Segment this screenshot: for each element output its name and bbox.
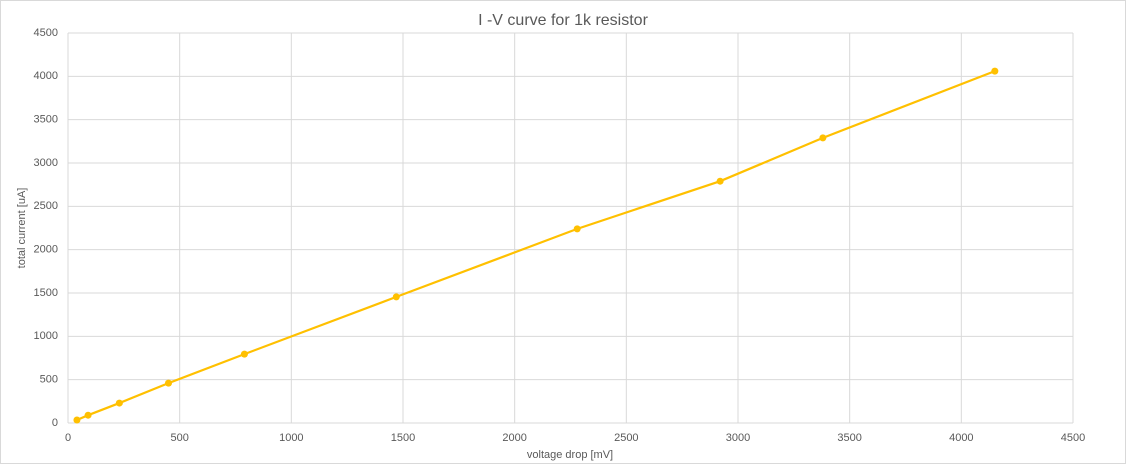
y-tick-label: 500 bbox=[40, 374, 58, 386]
data-point bbox=[819, 134, 827, 142]
chart-title: I -V curve for 1k resistor bbox=[478, 12, 648, 29]
y-tick-label: 2000 bbox=[34, 244, 58, 256]
y-axis-label: total current [uA] bbox=[16, 188, 28, 269]
data-point bbox=[392, 293, 400, 301]
x-tick-label: 4500 bbox=[1061, 432, 1085, 444]
data-point bbox=[84, 411, 92, 419]
data-point bbox=[73, 416, 81, 424]
y-tick-label: 4500 bbox=[34, 27, 58, 39]
x-tick-label: 500 bbox=[170, 432, 188, 444]
x-tick-label: 2500 bbox=[614, 432, 638, 444]
data-point bbox=[991, 67, 999, 75]
data-point bbox=[573, 225, 581, 233]
x-tick-label: 3500 bbox=[837, 432, 861, 444]
y-tick-label: 3000 bbox=[34, 157, 58, 169]
data-point bbox=[716, 177, 724, 185]
x-tick-label: 1500 bbox=[391, 432, 415, 444]
x-tick-label: 0 bbox=[65, 432, 71, 444]
data-point bbox=[165, 379, 172, 387]
y-tick-label: 3500 bbox=[34, 114, 58, 126]
y-tick-label: 0 bbox=[52, 417, 58, 429]
y-tick-label: 2500 bbox=[34, 200, 58, 212]
x-axis-label: voltage drop [mV] bbox=[527, 449, 613, 461]
y-tick-label: 1500 bbox=[34, 287, 58, 299]
x-tick-label: 3000 bbox=[726, 432, 750, 444]
data-point bbox=[240, 350, 248, 358]
x-tick-label: 1000 bbox=[279, 432, 303, 444]
series-line bbox=[76, 70, 996, 421]
x-tick-label: 4000 bbox=[949, 432, 973, 444]
y-tick-label: 1000 bbox=[34, 330, 58, 342]
x-tick-label: 2000 bbox=[502, 432, 526, 444]
y-tick-label: 4000 bbox=[34, 70, 58, 82]
data-point bbox=[115, 399, 123, 407]
